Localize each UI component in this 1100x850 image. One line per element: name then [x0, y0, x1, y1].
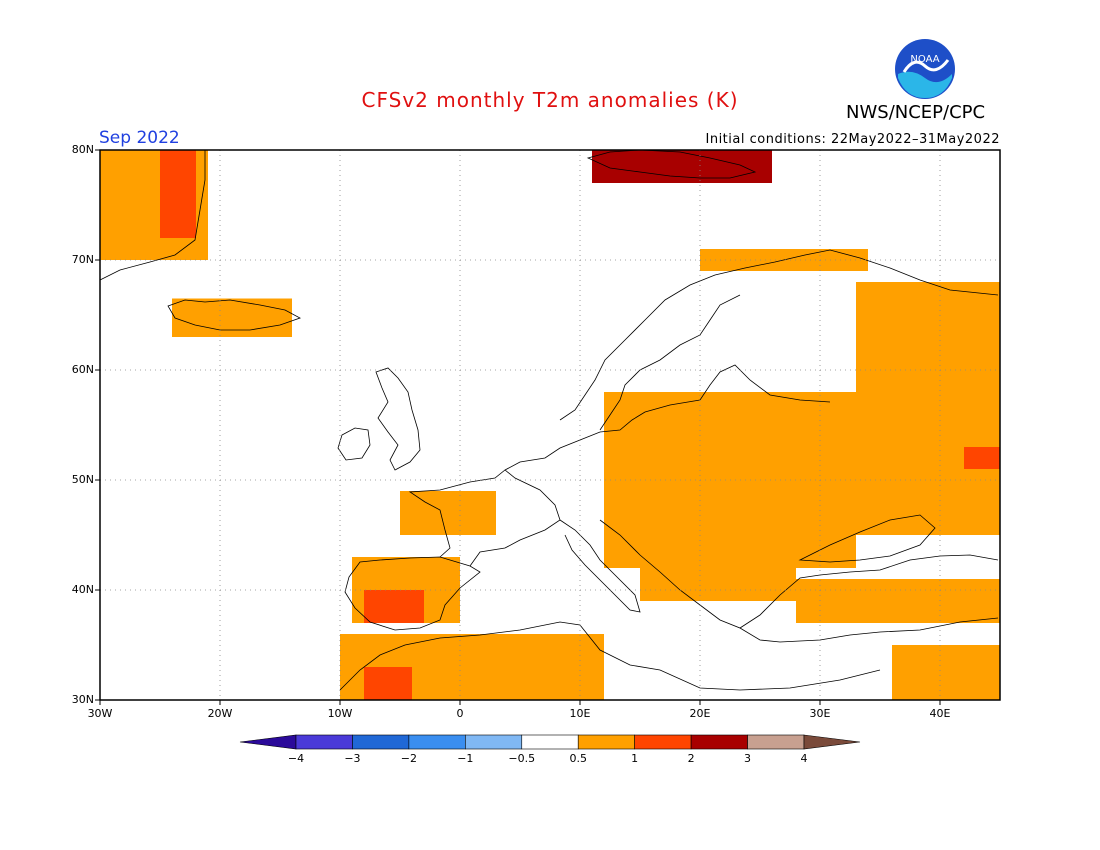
colorbar-left-arrow	[239, 734, 297, 750]
lon-label: 30W	[87, 707, 113, 720]
anomaly-region	[892, 645, 1000, 700]
lon-label: 0	[456, 707, 464, 720]
agency-label: NWS/NCEP/CPC	[846, 102, 986, 123]
anomaly-core	[964, 447, 1000, 469]
colorbar-segment	[295, 734, 353, 750]
anomaly-region	[856, 326, 1000, 535]
anomaly-core	[160, 150, 196, 238]
lon-label: 40E	[929, 707, 951, 720]
map-title: CFSv2 monthly T2m anomalies (K)	[361, 88, 739, 112]
lat-label: 60N	[71, 363, 94, 376]
colorbar-right-arrow	[803, 734, 861, 750]
map-frame	[99, 149, 1001, 701]
anomaly-cells	[100, 150, 1000, 700]
anomaly-region	[856, 282, 1000, 326]
noaa-logo: NOAA	[895, 39, 955, 99]
lon-label: 10E	[569, 707, 591, 720]
lon-label: 30E	[809, 707, 831, 720]
lon-label: 20E	[689, 707, 711, 720]
lat-label: 30N	[71, 693, 94, 706]
anomaly-region	[172, 298, 292, 337]
anomaly-core	[364, 667, 412, 700]
colorbar-segment	[634, 734, 692, 750]
colorbar-tick-label: 0.5	[569, 752, 587, 765]
lon-label: 20W	[207, 707, 233, 720]
anomaly-region	[796, 579, 1000, 623]
colorbar-tick-label: 4	[800, 752, 808, 765]
initial-conditions: Initial conditions: 22May2022–31May2022	[705, 132, 1000, 147]
colorbar-tick-label: −4	[287, 752, 305, 765]
colorbar-segment	[408, 734, 466, 750]
lon-label: 10W	[327, 707, 353, 720]
gridlines	[100, 150, 1000, 700]
valid-month: Sep 2022	[99, 128, 180, 148]
colorbar-tick-label: −0.5	[508, 752, 536, 765]
colorbar-segment	[352, 734, 410, 750]
colorbar-tick-label: −3	[344, 752, 361, 765]
lat-label: 70N	[71, 253, 94, 266]
anomaly-core	[364, 590, 424, 623]
colorbar-segment	[521, 734, 579, 750]
colorbar-tick-label: 2	[687, 752, 695, 765]
colorbar-segment	[747, 734, 805, 750]
lat-label: 80N	[71, 143, 94, 156]
lon-ticks	[99, 700, 941, 705]
lat-ticks	[95, 149, 100, 701]
colorbar-tick-label: 3	[744, 752, 752, 765]
anomaly-region	[640, 513, 796, 601]
colorbar-segment	[465, 734, 523, 750]
noaa-logo-text: NOAA	[910, 54, 939, 65]
colorbar-tick-label: 1	[631, 752, 639, 765]
colorbar-segment	[690, 734, 748, 750]
colorbar-tick-label: −1	[457, 752, 474, 765]
coastlines	[99, 149, 999, 691]
lat-label: 40N	[71, 583, 94, 596]
colorbar	[239, 734, 861, 750]
anomaly-region	[400, 491, 496, 535]
colorbar-segment	[577, 734, 635, 750]
colorbar-tick-label: −2	[400, 752, 417, 765]
lat-label: 50N	[71, 473, 94, 486]
